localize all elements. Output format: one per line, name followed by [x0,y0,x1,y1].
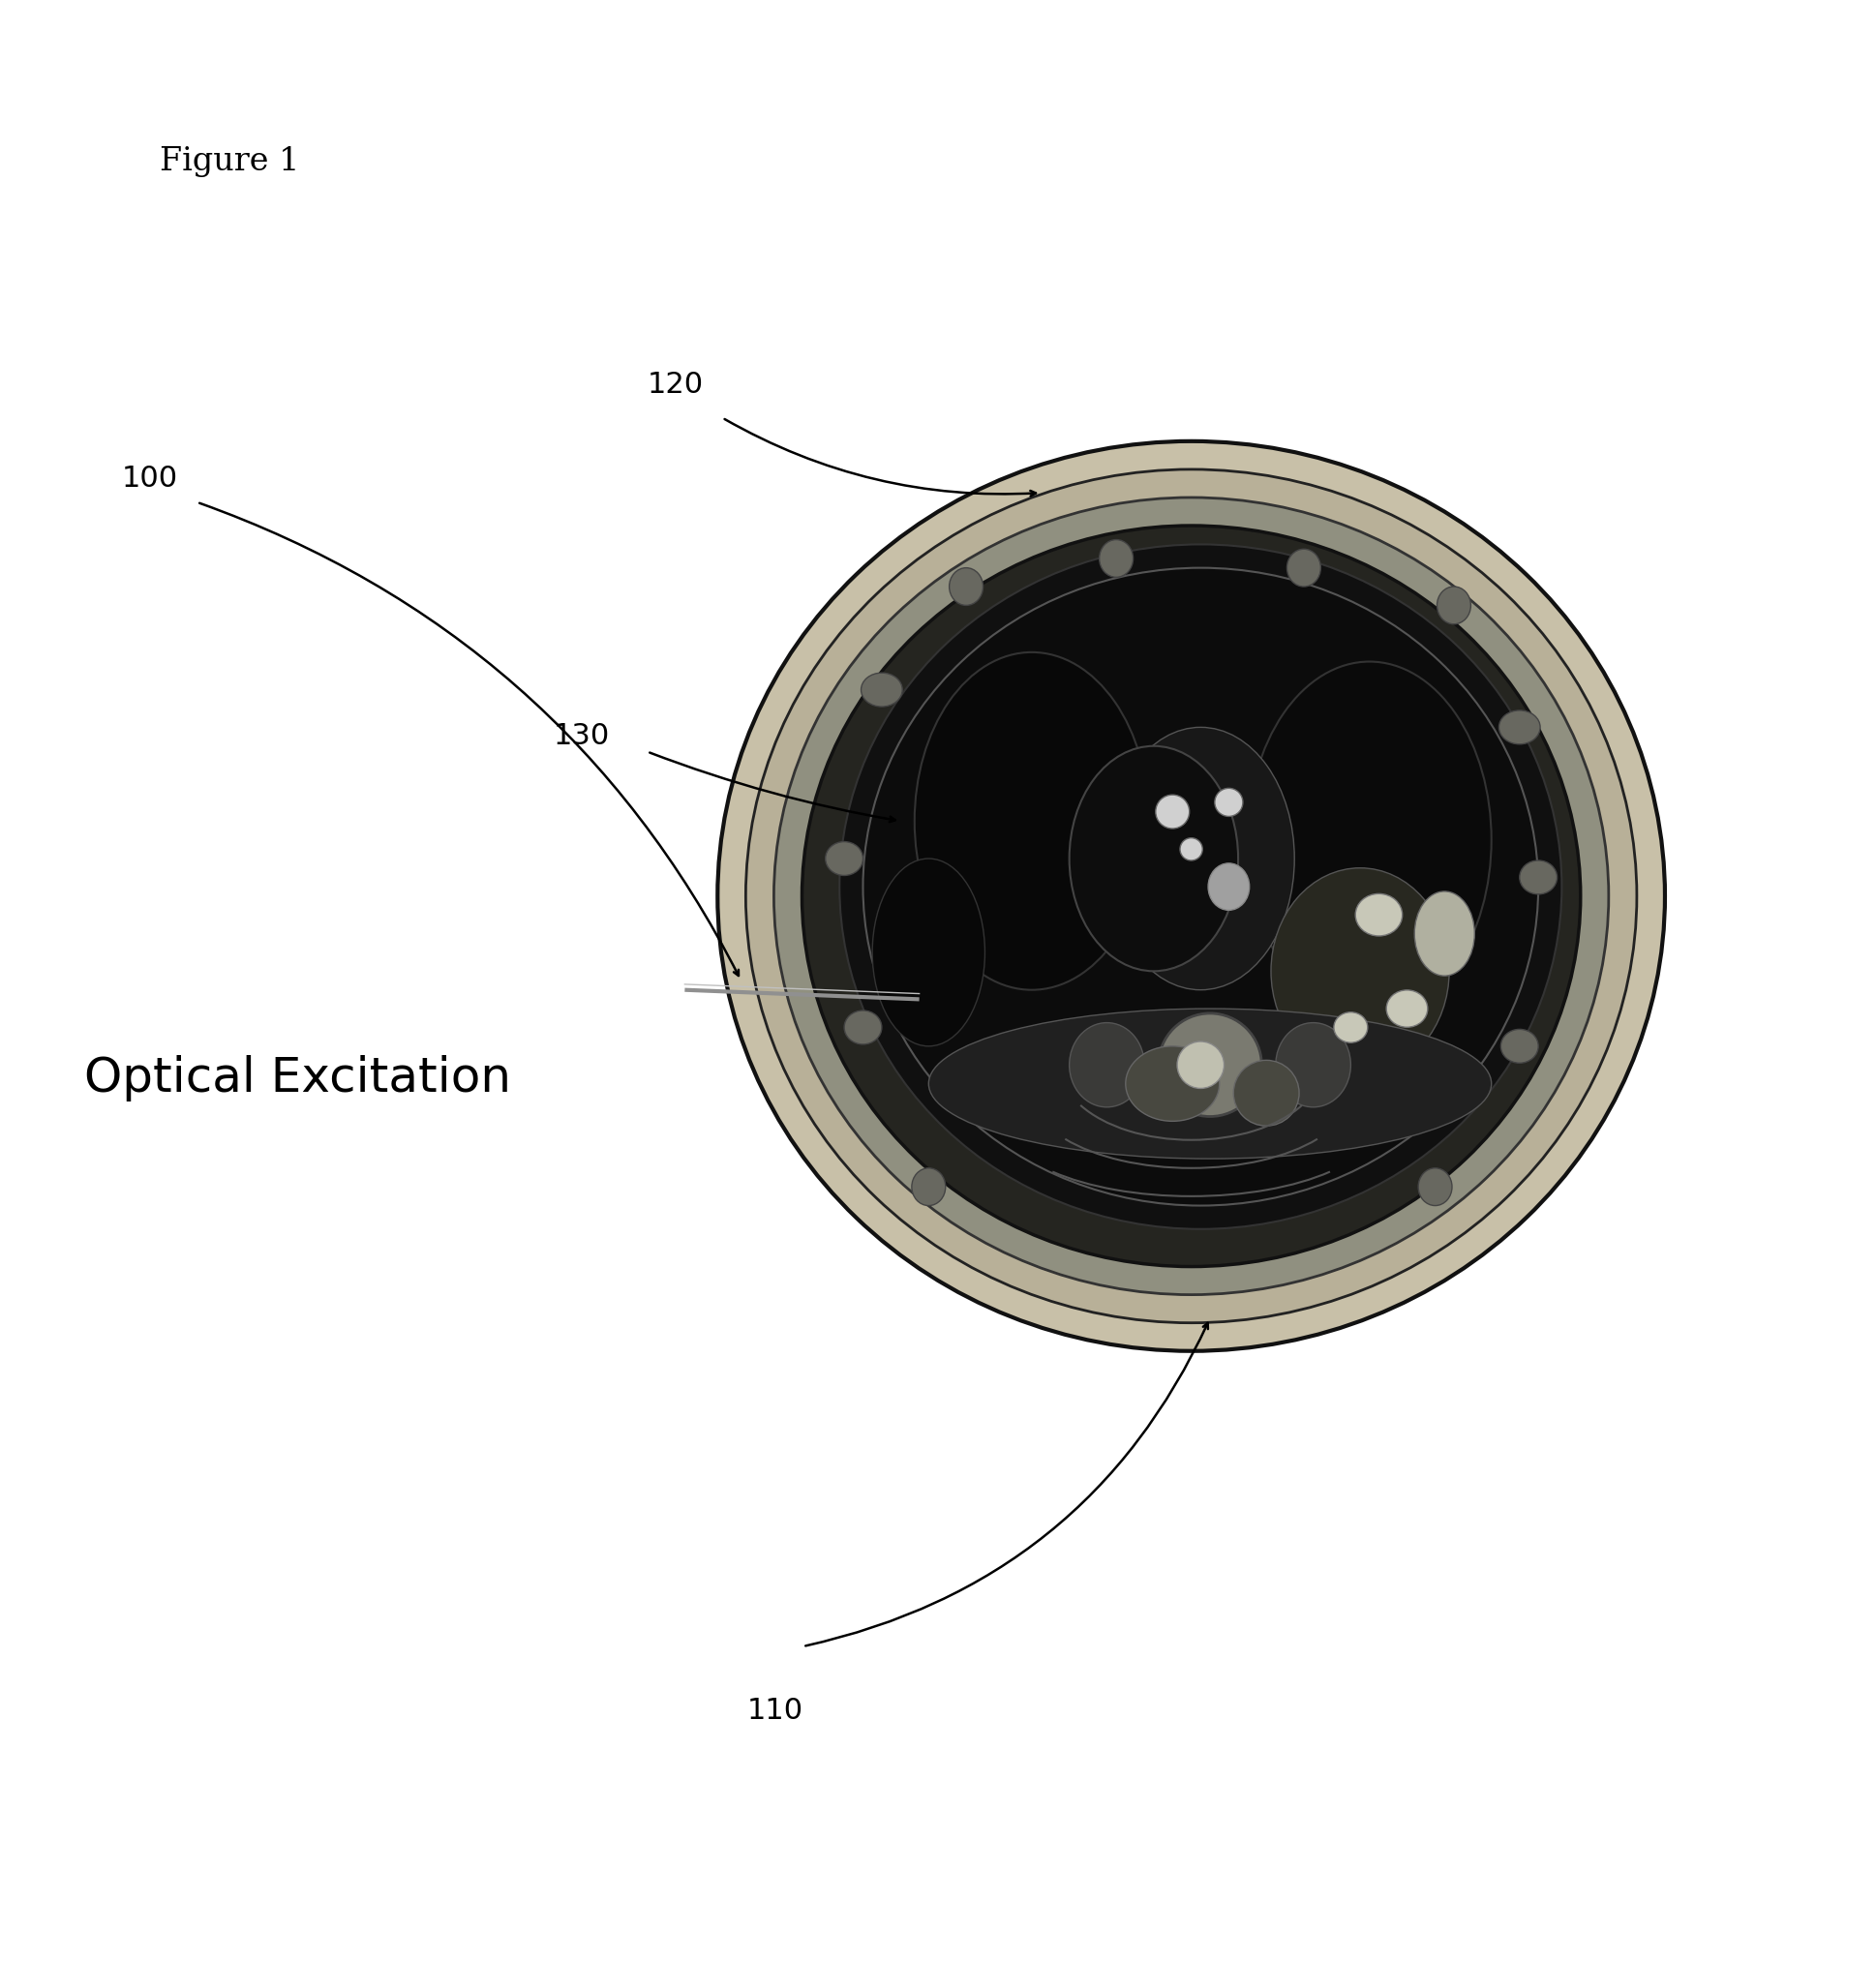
Ellipse shape [844,1010,882,1045]
Ellipse shape [1334,1012,1368,1043]
Text: 110: 110 [747,1696,803,1726]
Ellipse shape [745,469,1636,1324]
Ellipse shape [1069,1024,1144,1108]
Ellipse shape [717,441,1666,1351]
Ellipse shape [1499,710,1540,743]
Ellipse shape [1178,1041,1223,1088]
Ellipse shape [861,673,902,706]
Ellipse shape [1156,794,1189,830]
Text: 120: 120 [647,371,704,398]
Ellipse shape [912,1169,946,1206]
Ellipse shape [1276,1024,1351,1108]
Ellipse shape [1099,539,1133,577]
Ellipse shape [803,526,1580,1267]
Ellipse shape [1234,1061,1298,1126]
Ellipse shape [1270,869,1448,1075]
Text: Figure 1: Figure 1 [159,145,298,176]
Ellipse shape [1180,837,1203,861]
Ellipse shape [1208,863,1249,910]
Ellipse shape [872,859,985,1045]
Ellipse shape [949,569,983,606]
Ellipse shape [1216,788,1244,816]
Ellipse shape [1415,892,1475,977]
Ellipse shape [1501,1030,1538,1063]
Ellipse shape [1437,586,1471,624]
Ellipse shape [1287,549,1321,586]
Ellipse shape [839,545,1561,1230]
Ellipse shape [1520,861,1557,894]
Ellipse shape [915,653,1148,990]
Text: 100: 100 [122,465,178,492]
Ellipse shape [863,569,1538,1206]
Ellipse shape [825,841,863,875]
Ellipse shape [1418,1169,1452,1206]
Ellipse shape [1248,661,1491,1018]
Ellipse shape [1126,1045,1219,1122]
Ellipse shape [1354,894,1401,935]
Ellipse shape [1386,990,1428,1028]
Ellipse shape [1107,728,1294,990]
Ellipse shape [1157,1014,1261,1116]
Ellipse shape [775,498,1608,1294]
Text: Optical Excitation: Optical Excitation [84,1055,512,1102]
Ellipse shape [929,1008,1491,1159]
Text: 130: 130 [553,722,610,749]
Ellipse shape [1069,745,1238,971]
